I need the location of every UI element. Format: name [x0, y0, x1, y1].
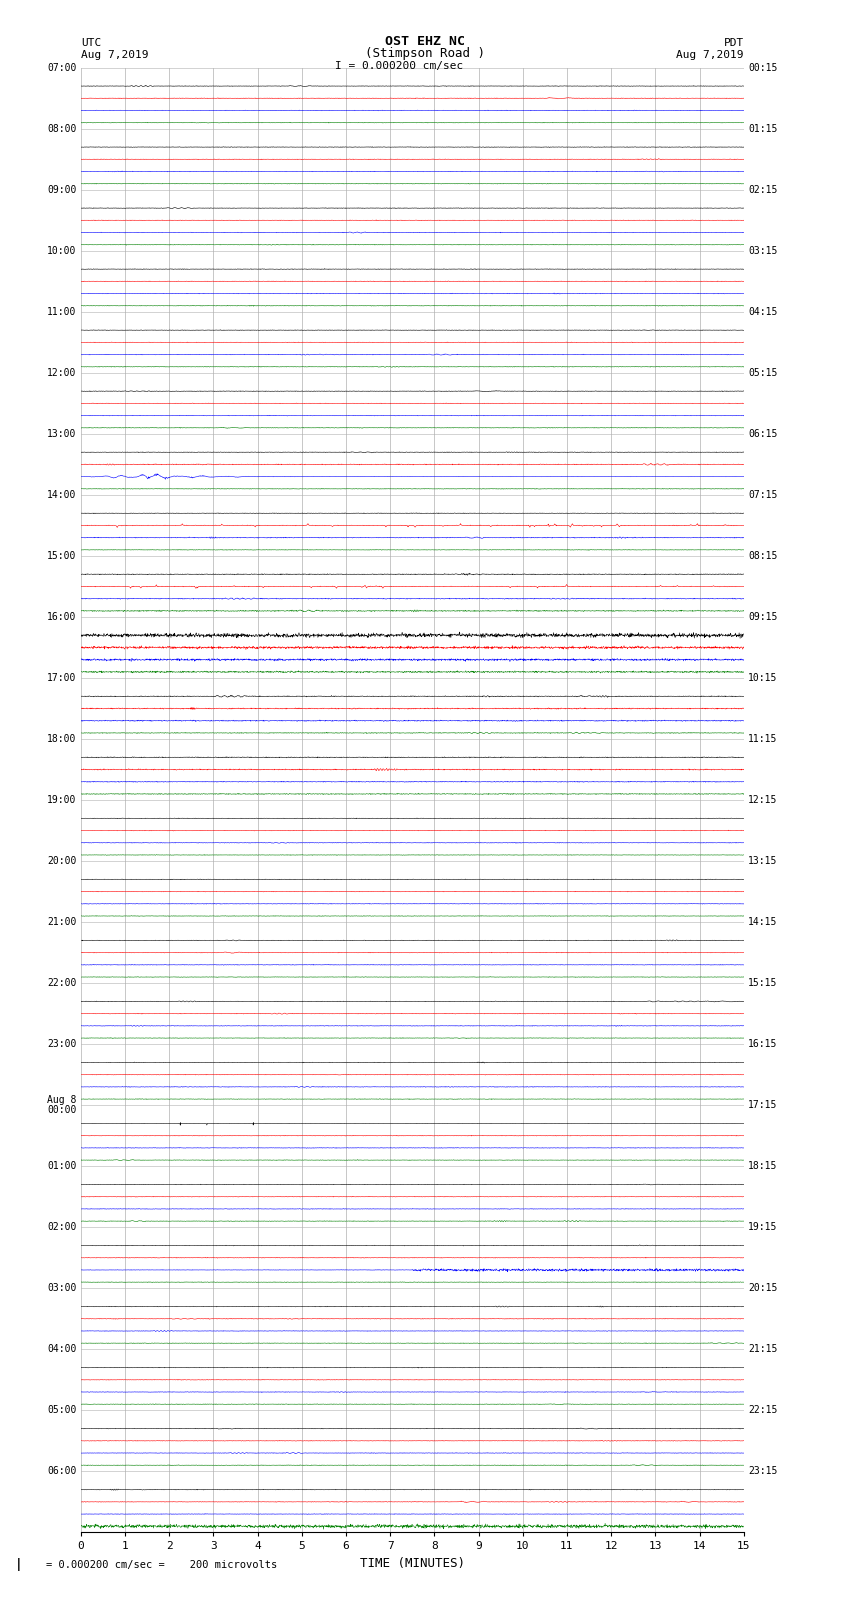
- Text: 22:15: 22:15: [748, 1405, 778, 1415]
- Text: 00:15: 00:15: [748, 63, 778, 73]
- Text: 06:00: 06:00: [47, 1466, 76, 1476]
- Text: (Stimpson Road ): (Stimpson Road ): [365, 47, 485, 60]
- Text: 23:15: 23:15: [748, 1466, 778, 1476]
- Text: OST EHZ NC: OST EHZ NC: [385, 35, 465, 48]
- Text: |: |: [15, 1558, 23, 1571]
- Text: 04:15: 04:15: [748, 306, 778, 316]
- Text: 04:00: 04:00: [47, 1344, 76, 1355]
- Text: 06:15: 06:15: [748, 429, 778, 439]
- Text: UTC: UTC: [81, 39, 101, 48]
- Text: 09:00: 09:00: [47, 185, 76, 195]
- Text: 13:15: 13:15: [748, 857, 778, 866]
- Text: 17:15: 17:15: [748, 1100, 778, 1110]
- Text: 21:00: 21:00: [47, 918, 76, 927]
- Text: 15:15: 15:15: [748, 977, 778, 989]
- Text: 02:00: 02:00: [47, 1223, 76, 1232]
- Text: 21:15: 21:15: [748, 1344, 778, 1355]
- Text: 12:00: 12:00: [47, 368, 76, 377]
- Text: 05:15: 05:15: [748, 368, 778, 377]
- Text: 03:00: 03:00: [47, 1284, 76, 1294]
- Text: Aug 7,2019: Aug 7,2019: [81, 50, 148, 60]
- Text: 18:15: 18:15: [748, 1161, 778, 1171]
- Text: 11:00: 11:00: [47, 306, 76, 316]
- Text: 12:15: 12:15: [748, 795, 778, 805]
- Text: 15:00: 15:00: [47, 552, 76, 561]
- Text: 01:15: 01:15: [748, 124, 778, 134]
- Text: 16:15: 16:15: [748, 1039, 778, 1048]
- Text: 10:00: 10:00: [47, 245, 76, 256]
- Text: 11:15: 11:15: [748, 734, 778, 744]
- Text: 14:15: 14:15: [748, 918, 778, 927]
- Text: 00:00: 00:00: [47, 1105, 76, 1115]
- Text: 18:00: 18:00: [47, 734, 76, 744]
- Text: 20:15: 20:15: [748, 1284, 778, 1294]
- Text: 14:00: 14:00: [47, 490, 76, 500]
- Text: Aug 8: Aug 8: [47, 1095, 76, 1105]
- Text: 16:00: 16:00: [47, 611, 76, 623]
- Text: 03:15: 03:15: [748, 245, 778, 256]
- Text: 22:00: 22:00: [47, 977, 76, 989]
- Text: 19:15: 19:15: [748, 1223, 778, 1232]
- Text: = 0.000200 cm/sec =    200 microvolts: = 0.000200 cm/sec = 200 microvolts: [21, 1560, 277, 1569]
- Text: PDT: PDT: [723, 39, 744, 48]
- Text: 08:15: 08:15: [748, 552, 778, 561]
- Text: 13:00: 13:00: [47, 429, 76, 439]
- Text: 09:15: 09:15: [748, 611, 778, 623]
- Text: 05:00: 05:00: [47, 1405, 76, 1415]
- Text: 07:15: 07:15: [748, 490, 778, 500]
- Text: 07:00: 07:00: [47, 63, 76, 73]
- Text: Aug 7,2019: Aug 7,2019: [677, 50, 744, 60]
- Text: 23:00: 23:00: [47, 1039, 76, 1048]
- Text: 10:15: 10:15: [748, 673, 778, 682]
- Text: 17:00: 17:00: [47, 673, 76, 682]
- Text: 02:15: 02:15: [748, 185, 778, 195]
- Text: 08:00: 08:00: [47, 124, 76, 134]
- Text: 19:00: 19:00: [47, 795, 76, 805]
- Text: 20:00: 20:00: [47, 857, 76, 866]
- Text: I = 0.000200 cm/sec: I = 0.000200 cm/sec: [336, 61, 463, 71]
- Text: 01:00: 01:00: [47, 1161, 76, 1171]
- X-axis label: TIME (MINUTES): TIME (MINUTES): [360, 1557, 465, 1569]
